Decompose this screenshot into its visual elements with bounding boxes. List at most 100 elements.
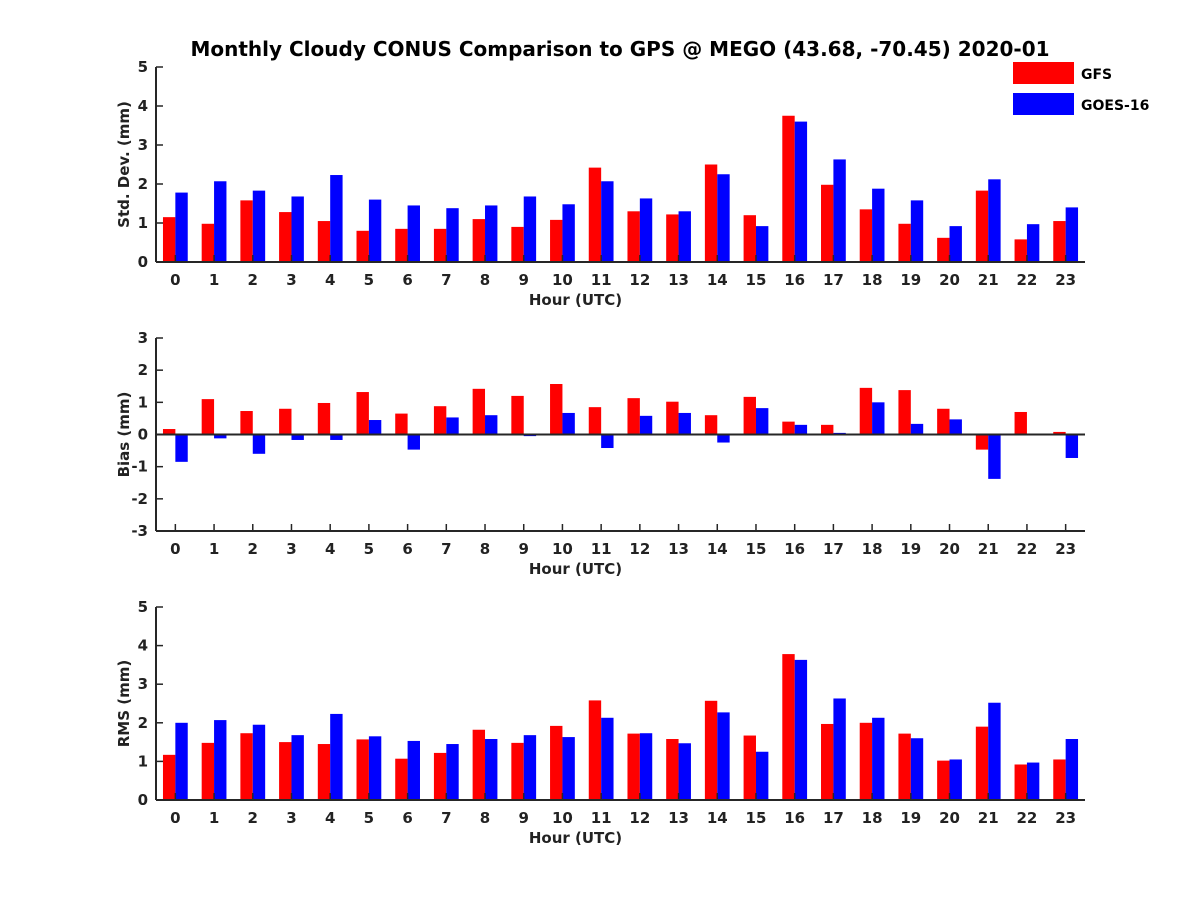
- y-tick-label-std-dev: 5: [138, 58, 148, 76]
- bar-bias-goes-16-13: [678, 412, 691, 435]
- bar-bias-gfs-14: [704, 415, 718, 435]
- bar-std-dev-gfs-3: [279, 212, 292, 262]
- y-tick-label-bias: -1: [131, 458, 148, 476]
- bar-std-dev-gfs-14: [704, 164, 718, 262]
- bar-rms-gfs-20: [937, 760, 950, 800]
- bar-std-dev-goes-16-8: [485, 205, 498, 262]
- x-tick-label-std-dev: 16: [784, 271, 805, 289]
- bar-bias-gfs-13: [666, 401, 679, 435]
- bar-bias-goes-16-14: [717, 434, 730, 443]
- x-tick-label-bias: 20: [939, 540, 960, 558]
- bar-bias-gfs-10: [550, 384, 563, 435]
- bar-rms-gfs-8: [472, 729, 486, 800]
- x-tick-label-bias: 9: [519, 540, 529, 558]
- bar-bias-gfs-3: [279, 408, 292, 435]
- y-tick-label-rms: 2: [138, 714, 148, 732]
- bar-rms-gfs-21: [975, 726, 989, 800]
- x-tick-label-std-dev: 0: [170, 271, 180, 289]
- bar-std-dev-gfs-19: [898, 223, 911, 262]
- x-tick-label-bias: 1: [209, 540, 219, 558]
- bar-std-dev-gfs-13: [666, 214, 679, 262]
- x-tick-label-std-dev: 15: [746, 271, 767, 289]
- bar-bias-gfs-4: [317, 402, 331, 435]
- bar-rms-goes-16-22: [1026, 762, 1040, 800]
- y-axis-label-std-dev: Std. Dev. (mm): [115, 101, 133, 228]
- bar-bias-gfs-11: [588, 407, 602, 435]
- bar-std-dev-goes-16-5: [368, 199, 382, 262]
- bar-std-dev-gfs-21: [975, 190, 989, 262]
- x-tick-label-std-dev: 22: [1017, 271, 1038, 289]
- x-tick-label-rms: 15: [746, 809, 767, 827]
- bar-bias-gfs-15: [743, 396, 756, 435]
- x-tick-label-bias: 17: [823, 540, 844, 558]
- bar-rms-goes-16-12: [639, 733, 653, 800]
- x-tick-label-std-dev: 20: [939, 271, 960, 289]
- bar-rms-goes-16-16: [794, 659, 808, 800]
- x-tick-label-std-dev: 2: [248, 271, 258, 289]
- x-tick-label-bias: 23: [1055, 540, 1076, 558]
- x-tick-label-std-dev: 6: [402, 271, 412, 289]
- y-tick-label-rms: 3: [138, 675, 148, 693]
- chart-title: Monthly Cloudy CONUS Comparison to GPS @…: [190, 37, 1049, 61]
- bar-rms-goes-16-14: [717, 712, 730, 800]
- bar-bias-gfs-2: [240, 411, 253, 435]
- x-tick-label-rms: 6: [402, 809, 412, 827]
- bar-std-dev-goes-16-20: [949, 226, 962, 262]
- bar-rms-gfs-14: [704, 700, 718, 800]
- bar-rms-gfs-18: [859, 722, 873, 800]
- legend-label-gfs: GFS: [1081, 67, 1112, 83]
- x-tick-label-std-dev: 1: [209, 271, 219, 289]
- x-tick-label-bias: 6: [402, 540, 412, 558]
- x-tick-label-std-dev: 9: [519, 271, 529, 289]
- x-axis-label-rms: Hour (UTC): [529, 829, 622, 847]
- y-tick-label-bias: 0: [138, 426, 148, 444]
- bar-std-dev-goes-16-13: [678, 211, 691, 262]
- y-tick-label-bias: 2: [138, 361, 148, 379]
- bar-rms-goes-16-20: [949, 759, 962, 800]
- bar-std-dev-goes-16-17: [833, 159, 846, 262]
- bar-rms-goes-16-23: [1065, 739, 1079, 800]
- bar-rms-goes-16-21: [988, 702, 1001, 800]
- x-tick-label-bias: 22: [1017, 540, 1038, 558]
- bar-std-dev-goes-16-11: [601, 181, 614, 262]
- bar-std-dev-goes-16-7: [446, 208, 459, 262]
- bar-rms-gfs-23: [1053, 759, 1066, 800]
- x-tick-label-std-dev: 8: [480, 271, 490, 289]
- y-axis-label-bias: Bias (mm): [115, 392, 133, 478]
- x-tick-label-bias: 14: [707, 540, 728, 558]
- bar-bias-goes-16-1: [214, 434, 227, 439]
- bar-bias-gfs-21: [975, 434, 989, 450]
- bar-rms-goes-16-8: [485, 739, 498, 800]
- bar-bias-gfs-16: [782, 421, 795, 435]
- bar-rms-gfs-13: [666, 739, 679, 800]
- bar-bias-gfs-1: [201, 399, 215, 435]
- bar-rms-goes-16-17: [833, 698, 846, 800]
- bar-rms-gfs-7: [433, 752, 447, 800]
- x-tick-label-bias: 7: [441, 540, 451, 558]
- x-tick-label-bias: 11: [591, 540, 612, 558]
- x-tick-label-rms: 16: [784, 809, 805, 827]
- bar-std-dev-goes-16-21: [988, 179, 1001, 262]
- bar-bias-goes-16-7: [446, 417, 459, 435]
- y-tick-label-bias: -2: [131, 490, 148, 508]
- bar-bias-goes-16-0: [175, 434, 188, 462]
- x-tick-label-rms: 3: [286, 809, 296, 827]
- bar-std-dev-goes-16-19: [910, 200, 924, 262]
- x-tick-label-std-dev: 7: [441, 271, 451, 289]
- bar-bias-gfs-0: [162, 429, 176, 435]
- bar-std-dev-gfs-1: [201, 223, 215, 262]
- bar-std-dev-goes-16-0: [175, 192, 188, 262]
- bar-bias-goes-16-18: [872, 402, 885, 435]
- bar-rms-gfs-15: [743, 735, 756, 800]
- y-tick-label-std-dev: 1: [138, 214, 148, 232]
- bar-bias-goes-16-6: [407, 434, 420, 450]
- x-tick-label-rms: 4: [325, 809, 335, 827]
- bar-bias-gfs-8: [472, 388, 486, 435]
- bar-std-dev-gfs-0: [162, 217, 176, 262]
- bar-rms-gfs-4: [317, 744, 331, 800]
- bar-bias-goes-16-16: [794, 424, 808, 435]
